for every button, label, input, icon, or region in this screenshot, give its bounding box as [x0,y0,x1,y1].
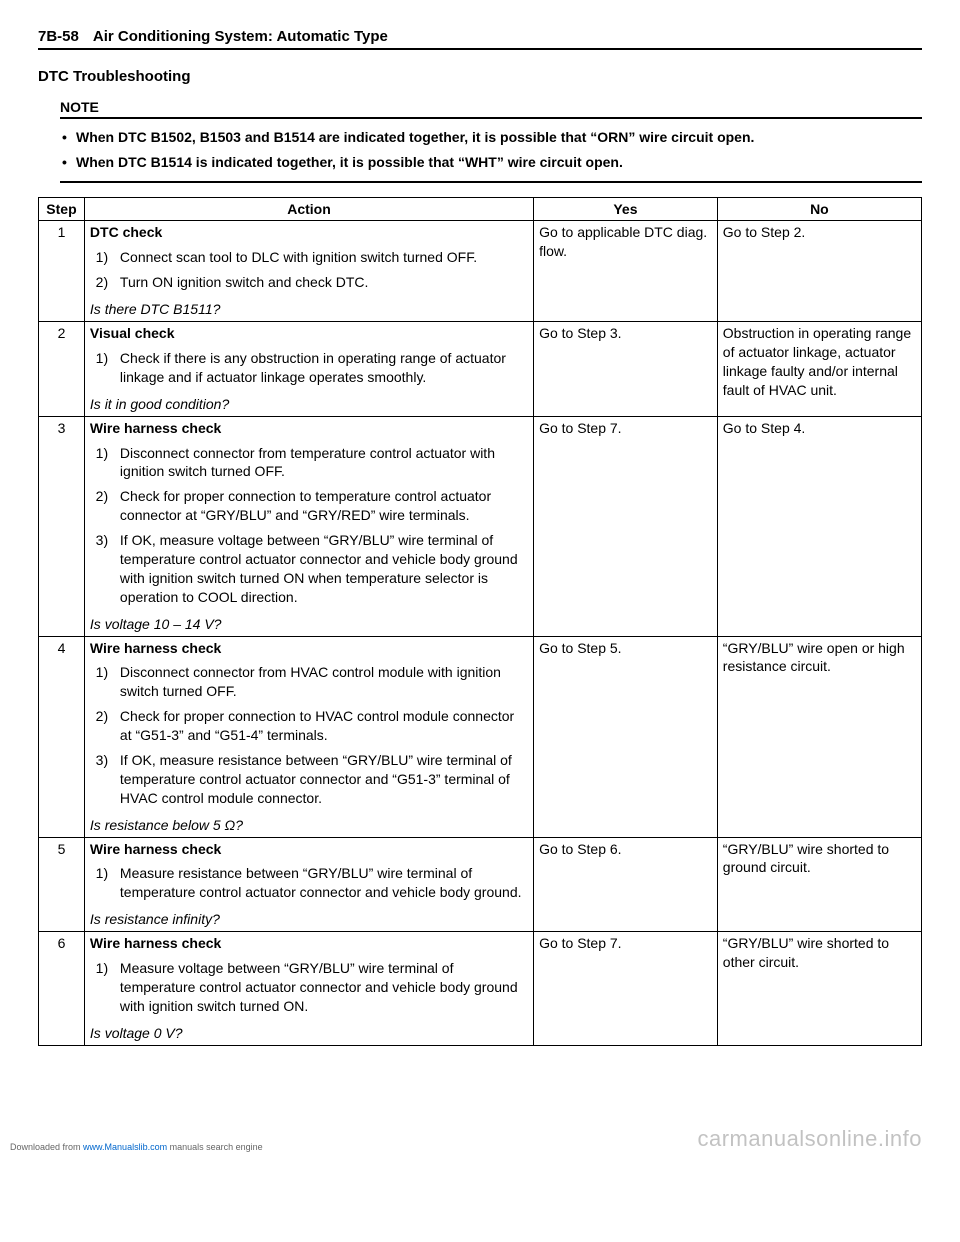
action-step-item: Connect scan tool to DLC with ignition s… [116,248,528,267]
section-title: DTC Troubleshooting [38,68,922,85]
no-cell: “GRY/BLU” wire open or high resistance c… [717,636,921,837]
action-cell: DTC check Connect scan tool to DLC with i… [84,221,533,322]
note-item: When DTC B1514 is indicated together, it… [76,152,922,172]
action-step-item: Check for proper connection to temperatu… [116,487,528,525]
action-cell: Visual check Check if there is any obstru… [84,322,533,417]
action-step-item: Disconnect connector from HVAC control m… [116,663,528,701]
action-question: Is resistance below 5 Ω? [90,816,528,835]
th-yes: Yes [534,197,718,221]
yes-cell: Go to Step 7. [534,932,718,1045]
th-action: Action [84,197,533,221]
no-cell: Go to Step 4. [717,416,921,636]
action-step-item: Check if there is any obstruction in ope… [116,349,528,387]
step-cell: 5 [39,837,85,932]
table-row: 5 Wire harness check Measure resistance be… [39,837,922,932]
action-steps: Measure resistance between “GRY/BLU” wir… [90,864,528,902]
yes-cell: Go to Step 7. [534,416,718,636]
th-step: Step [39,197,85,221]
action-question: Is it in good condition? [90,395,528,414]
step-cell: 2 [39,322,85,417]
action-title: Wire harness check [90,419,528,438]
action-steps: Connect scan tool to DLC with ignition s… [90,248,528,292]
page-number: 7B-58 [38,28,79,45]
action-title: Wire harness check [90,840,528,859]
no-cell: Go to Step 2. [717,221,921,322]
action-title: DTC check [90,223,528,242]
action-step-item: Measure resistance between “GRY/BLU” wir… [116,864,528,902]
no-cell: “GRY/BLU” wire shorted to other circuit. [717,932,921,1045]
page-header: 7B-58 Air Conditioning System: Automatic… [38,28,922,50]
note-block: NOTE When DTC B1502, B1503 and B1514 are… [60,99,922,183]
action-step-item: If OK, measure resistance between “GRY/B… [116,751,528,808]
footer-link[interactable]: www.Manualslib.com [83,1142,167,1152]
action-steps: Disconnect connector from HVAC control m… [90,663,528,807]
action-title: Wire harness check [90,639,528,658]
note-list: When DTC B1502, B1503 and B1514 are indi… [60,127,922,173]
action-steps: Disconnect connector from temperature co… [90,444,528,607]
step-cell: 1 [39,221,85,322]
table-row: 4 Wire harness check Disconnect connector … [39,636,922,837]
action-steps: Measure voltage between “GRY/BLU” wire t… [90,959,528,1016]
footer-left: Downloaded from www.Manualslib.com manua… [10,1142,263,1152]
action-step-item: Turn ON ignition switch and check DTC. [116,273,528,292]
footer-watermark: carmanualsonline.info [697,1126,922,1152]
note-item: When DTC B1502, B1503 and B1514 are indi… [76,127,922,147]
table-row: 6 Wire harness check Measure voltage betwe… [39,932,922,1045]
note-label: NOTE [60,99,922,115]
step-cell: 3 [39,416,85,636]
page-footer: Downloaded from www.Manualslib.com manua… [0,1126,960,1162]
action-question: Is there DTC B1511? [90,300,528,319]
yes-cell: Go to Step 3. [534,322,718,417]
note-rule-bottom [60,181,922,183]
th-no: No [717,197,921,221]
action-question: Is resistance infinity? [90,910,528,929]
action-question: Is voltage 10 – 14 V? [90,615,528,634]
action-cell: Wire harness check Measure resistance bet… [84,837,533,932]
troubleshooting-table: Step Action Yes No 1 DTC check Connect sca… [38,197,922,1046]
action-steps: Check if there is any obstruction in ope… [90,349,528,387]
step-cell: 4 [39,636,85,837]
action-step-item: Check for proper connection to HVAC cont… [116,707,528,745]
footer-left-prefix: Downloaded from [10,1142,83,1152]
action-step-item: Disconnect connector from temperature co… [116,444,528,482]
action-cell: Wire harness check Measure voltage betwee… [84,932,533,1045]
action-cell: Wire harness check Disconnect connector f… [84,636,533,837]
table-row: 1 DTC check Connect scan tool to DLC with … [39,221,922,322]
no-cell: “GRY/BLU” wire shorted to ground circuit… [717,837,921,932]
action-step-item: Measure voltage between “GRY/BLU” wire t… [116,959,528,1016]
action-step-item: If OK, measure voltage between “GRY/BLU”… [116,531,528,607]
action-cell: Wire harness check Disconnect connector f… [84,416,533,636]
table-row: 3 Wire harness check Disconnect connector … [39,416,922,636]
yes-cell: Go to applicable DTC diag. flow. [534,221,718,322]
note-rule-top [60,117,922,119]
yes-cell: Go to Step 5. [534,636,718,837]
table-row: 2 Visual check Check if there is any obstr… [39,322,922,417]
no-cell: Obstruction in operating range of actuat… [717,322,921,417]
action-title: Wire harness check [90,934,528,953]
step-cell: 6 [39,932,85,1045]
action-title: Visual check [90,324,528,343]
yes-cell: Go to Step 6. [534,837,718,932]
footer-left-suffix: manuals search engine [167,1142,263,1152]
action-question: Is voltage 0 V? [90,1024,528,1043]
page-title: Air Conditioning System: Automatic Type [93,28,388,45]
